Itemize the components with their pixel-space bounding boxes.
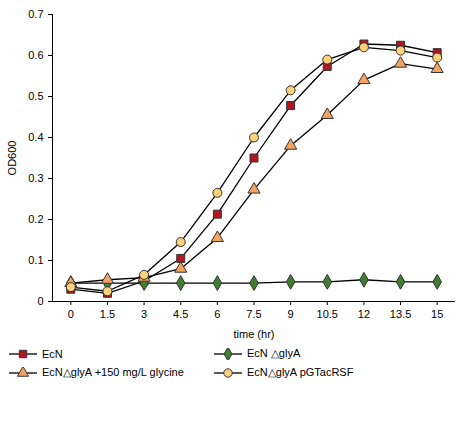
html-text:EcN: EcN	[42, 347, 63, 360]
svg-text:1.5: 1.5	[100, 308, 115, 320]
svg-text:3: 3	[141, 308, 147, 320]
svg-text:time (hr): time (hr)	[234, 328, 275, 340]
svg-text:0: 0	[37, 295, 43, 307]
svg-text:0.1: 0.1	[28, 254, 43, 266]
svg-text:13.5: 13.5	[390, 308, 411, 320]
html-text:EcN △glyA: EcN △glyA	[247, 347, 301, 359]
svg-text:7.5: 7.5	[246, 308, 261, 320]
svg-text:0.4: 0.4	[28, 131, 43, 143]
svg-text:0.7: 0.7	[28, 8, 43, 20]
svg-text:4.5: 4.5	[173, 308, 188, 320]
svg-text:OD600: OD600	[6, 141, 18, 176]
svg-text:0.3: 0.3	[28, 172, 43, 184]
svg-text:15: 15	[431, 308, 443, 320]
svg-text:12: 12	[358, 308, 370, 320]
svg-text:0.6: 0.6	[28, 49, 43, 61]
svg-text:10.5: 10.5	[317, 308, 338, 320]
svg-text:0.2: 0.2	[28, 213, 43, 225]
html-text:EcN△glyA pGTacRSF: EcN△glyA pGTacRSF	[247, 366, 354, 378]
svg-text:0.5: 0.5	[28, 90, 43, 102]
html-text:EcN△glyA +150 mg/L glycine: EcN△glyA +150 mg/L glycine	[42, 366, 184, 378]
svg-text:0: 0	[68, 308, 74, 320]
svg-text:9: 9	[288, 308, 294, 320]
svg-text:6: 6	[214, 308, 220, 320]
